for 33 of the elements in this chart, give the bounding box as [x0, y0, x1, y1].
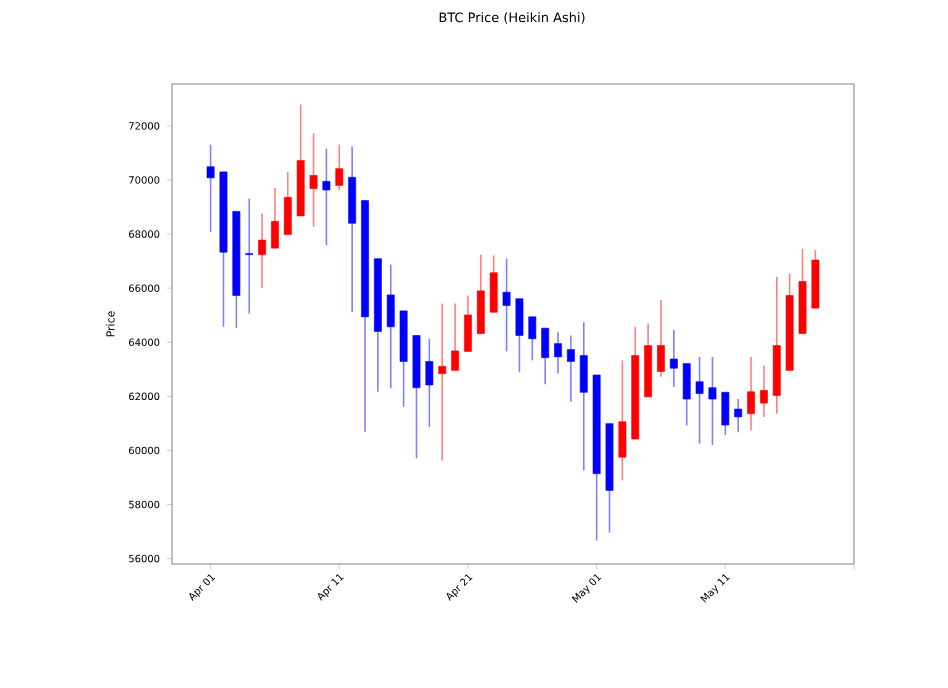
candlestick: [489, 254, 498, 314]
candlestick: [386, 263, 395, 390]
candlestick: [541, 327, 550, 385]
candlestick: [245, 197, 254, 315]
candlestick: [760, 364, 768, 418]
candlestick: [515, 297, 524, 374]
candlestick: [695, 356, 704, 445]
candlestick: [335, 143, 344, 191]
candlestick: [566, 334, 575, 403]
candlestick: [348, 145, 357, 314]
candlestick: [309, 132, 318, 228]
candlestick: [708, 356, 717, 446]
candlestick: [682, 362, 691, 427]
candlestick: [451, 302, 459, 372]
candlestick: [657, 299, 665, 378]
candlestick: [425, 337, 434, 428]
candlestick: [528, 316, 537, 362]
candlestick: [669, 329, 678, 388]
candlestick: [438, 302, 447, 462]
candlestick: [747, 356, 755, 432]
candlestick: [554, 331, 562, 375]
candlestick: [206, 143, 215, 233]
candlestick: [618, 359, 627, 482]
candlestick: [258, 212, 266, 289]
candlestick: [579, 321, 588, 472]
candlestick: [322, 147, 331, 247]
candlestick: [283, 171, 292, 236]
candlestick: [502, 257, 511, 353]
candlestick: [271, 187, 279, 249]
candlestick: [721, 391, 730, 436]
candlestick: [734, 398, 743, 434]
candlestick: [476, 253, 485, 335]
candlestick: [464, 294, 472, 353]
